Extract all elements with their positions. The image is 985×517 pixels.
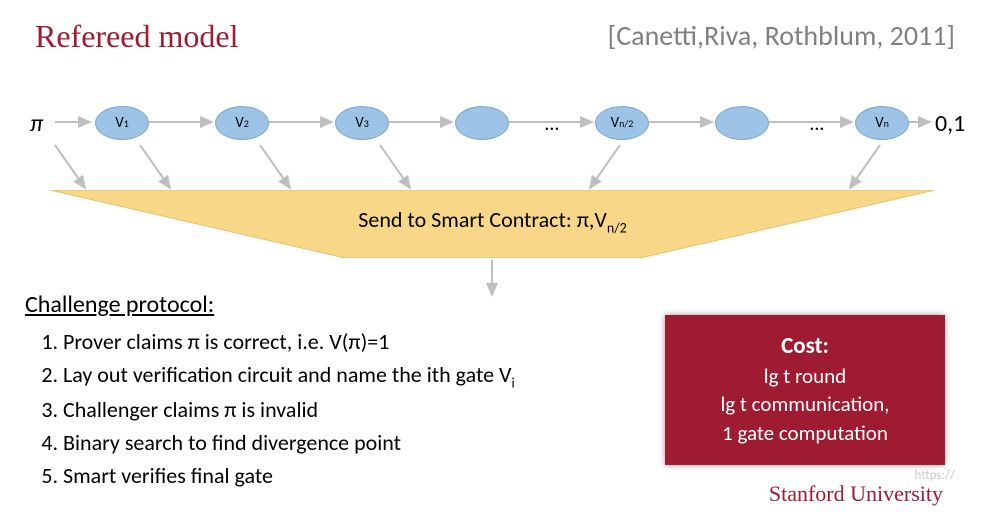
protocol-item-3: Binary search to find divergence point [63, 426, 605, 459]
cost-line-2: 1 gate computation [675, 419, 935, 447]
cost-line-0: lg t round [675, 362, 935, 390]
protocol-item-2: Challenger claims π is invalid [63, 393, 605, 426]
footer: Stanford University [769, 481, 943, 507]
trapezoid-label: Send to Smart Contract: π,V [358, 206, 607, 233]
output-symbol: 0,1 [935, 109, 965, 138]
header: Refereed model [Canetti,Riva, Rothblum, … [0, 18, 985, 58]
ellipsis-0: … [545, 112, 559, 136]
ellipsis-1: … [810, 112, 824, 136]
chain-node-2: V3 [335, 106, 389, 140]
chain-diagram: π 0,1 V1 V2 V3 Vn/2 Vn … … [0, 100, 985, 160]
chain-node-0: V1 [95, 106, 149, 140]
chain-node-3 [455, 106, 509, 140]
cost-line-1: lg t communication, [675, 390, 935, 418]
chain-node-1: V2 [215, 106, 269, 140]
protocol-section: Challenge protocol: Prover claims π is c… [25, 290, 605, 492]
chain-node-5 [715, 106, 769, 140]
chain-node-6: Vn [855, 106, 909, 140]
trapezoid-sub: n/2 [607, 219, 627, 236]
pi-symbol: π [30, 109, 43, 138]
protocol-title: Challenge protocol: [25, 290, 605, 319]
page-title: Refereed model [35, 18, 238, 55]
cost-title: Cost: [675, 331, 935, 362]
citation: [Canetti,Riva, Rothblum, 2011] [608, 18, 955, 53]
protocol-item-0: Prover claims π is correct, i.e. V(π)=1 [63, 325, 605, 358]
protocol-item-1: Lay out verification circuit and name th… [63, 358, 605, 393]
chain-node-4: Vn/2 [595, 106, 649, 140]
cost-box: Cost: lg t round lg t communication, 1 g… [665, 315, 945, 465]
smart-contract-text: Send to Smart Contract: π,Vn/2 [0, 206, 985, 236]
protocol-item-4: Smart verifies final gate [63, 459, 605, 492]
protocol-list: Prover claims π is correct, i.e. V(π)=1L… [25, 325, 605, 492]
